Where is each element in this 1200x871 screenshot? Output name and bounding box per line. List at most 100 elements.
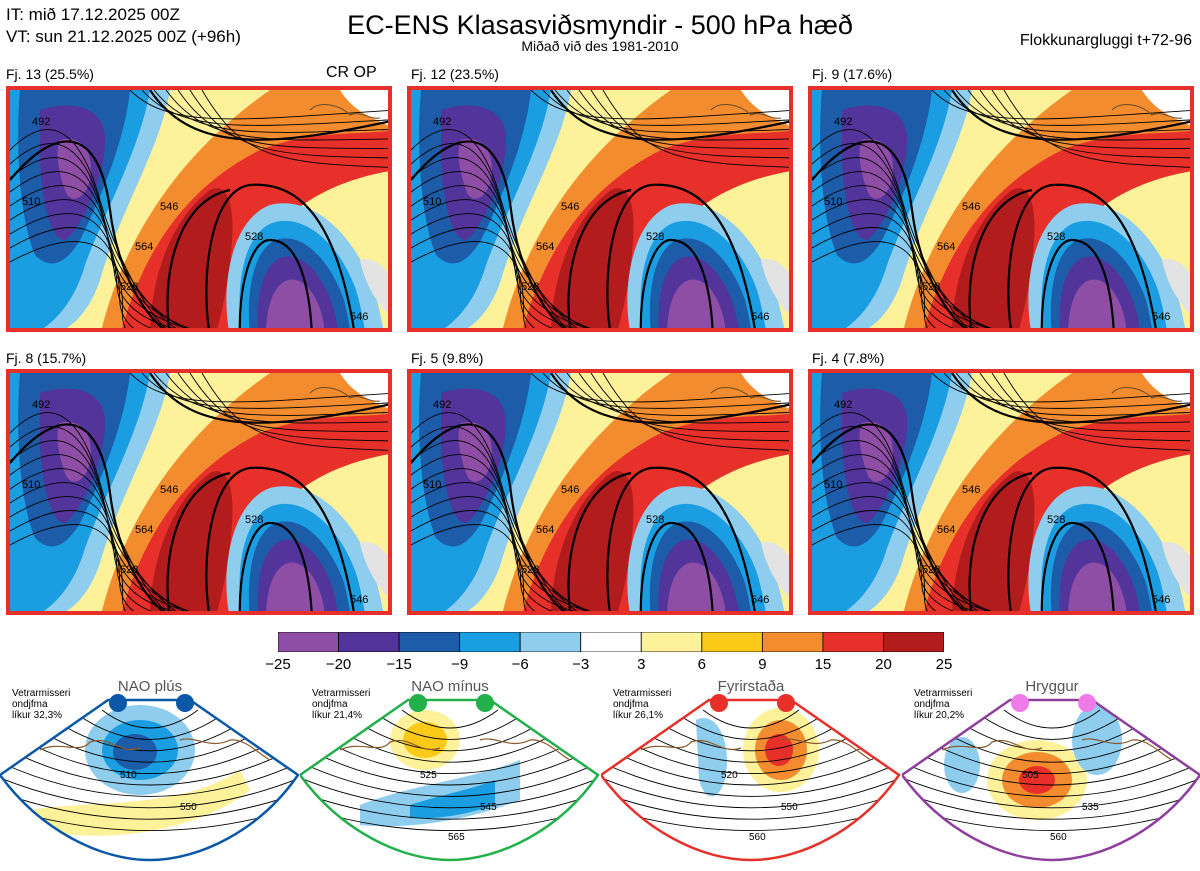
regime-dot bbox=[1078, 694, 1096, 712]
regime-contour bbox=[0, 745, 298, 797]
coastline bbox=[1111, 104, 1183, 119]
regime-contour-label: 525 bbox=[420, 770, 437, 781]
cr-op-label: CR OP bbox=[326, 64, 377, 81]
contour-label: 546 bbox=[561, 484, 579, 496]
regime-season: Vetrarmisseri bbox=[914, 688, 973, 699]
coastline bbox=[710, 387, 782, 402]
regime-contour bbox=[379, 715, 521, 740]
anomaly-field bbox=[10, 373, 388, 611]
colorbar-tick: −6 bbox=[511, 656, 529, 673]
regime-map: 510 550 bbox=[0, 694, 300, 862]
colorbar-tick: 9 bbox=[758, 656, 767, 673]
contour-label: 510 bbox=[423, 479, 441, 491]
regime-contour bbox=[1003, 709, 1101, 729]
regime-border bbox=[902, 698, 1200, 862]
regime-type: ondjfma bbox=[312, 699, 348, 710]
contour-label: 546 bbox=[350, 594, 368, 606]
contour-label: 528 bbox=[521, 564, 539, 576]
regime-type: ondjfma bbox=[12, 699, 48, 710]
height-contours bbox=[411, 90, 789, 328]
regime-contour bbox=[101, 709, 199, 729]
height-contours bbox=[10, 373, 388, 611]
regime-contour-label: 565 bbox=[448, 832, 465, 843]
regime-prob: líkur 32,3% bbox=[12, 710, 63, 721]
contour-label: 528 bbox=[521, 281, 539, 293]
regime-contour bbox=[312, 733, 588, 775]
regime-dot bbox=[176, 694, 194, 712]
height-contours bbox=[812, 90, 1190, 328]
contour-label: 492 bbox=[834, 399, 852, 411]
contour-label: 546 bbox=[962, 484, 980, 496]
regime-contour bbox=[12, 733, 288, 775]
regime-contour bbox=[601, 757, 899, 820]
contour-label: 510 bbox=[22, 479, 40, 491]
colorbar-tick: 15 bbox=[814, 656, 832, 673]
regime-season: Vetrarmisseri bbox=[312, 688, 371, 699]
contour-label: 528 bbox=[646, 514, 664, 526]
colorbar-segment bbox=[640, 632, 703, 652]
coastline bbox=[39, 738, 271, 761]
regime-name: NAO plús bbox=[117, 678, 183, 695]
regime-map: 505 535 560 bbox=[902, 694, 1200, 862]
contour-label: 492 bbox=[433, 116, 451, 128]
regime-prob: líkur 21,4% bbox=[312, 710, 363, 721]
regime-contour bbox=[0, 739, 298, 786]
contour-label: 528 bbox=[646, 231, 664, 243]
regime-description: Vetrarmisseri ondjfma líkur 20,2% bbox=[914, 688, 972, 721]
panel-caption: Fj. 12 (23.5%) bbox=[411, 66, 499, 82]
colorbar-tick: −15 bbox=[386, 656, 412, 673]
anomaly-field bbox=[812, 373, 1190, 611]
regime-contour bbox=[334, 727, 566, 763]
regime-season: Vetrarmisseri bbox=[613, 688, 672, 699]
contour-label: 492 bbox=[834, 116, 852, 128]
colorbar-tick: −9 bbox=[451, 656, 469, 673]
regime-contour-label: 505 bbox=[1022, 770, 1039, 781]
contour-label: 564 bbox=[937, 524, 955, 536]
colorbar-tick: −3 bbox=[572, 656, 590, 673]
regime-contour bbox=[680, 715, 822, 740]
regime-season: Vetrarmisseri bbox=[12, 688, 71, 699]
colorbar-segment bbox=[338, 632, 400, 652]
contour-label: 510 bbox=[423, 196, 441, 208]
regime-contour bbox=[56, 721, 244, 752]
contour-label: 510 bbox=[824, 479, 842, 491]
panel-caption: Fj. 9 (17.6%) bbox=[812, 66, 893, 82]
colorbar-segment bbox=[459, 632, 521, 652]
regime-map: 525 545 565 bbox=[300, 694, 600, 862]
regime-border bbox=[300, 698, 600, 862]
colorbar bbox=[278, 632, 944, 652]
regime-contour bbox=[34, 727, 266, 763]
regime-contour-label: 510 bbox=[120, 770, 137, 781]
page-subtitle: Miðað við des 1981-2010 bbox=[521, 38, 679, 54]
cluster-map: 492 510 528 546 564 528 546 bbox=[6, 369, 392, 615]
colorbar-segment bbox=[701, 632, 763, 652]
contour-label: 510 bbox=[824, 196, 842, 208]
colorbar-segment bbox=[580, 632, 642, 652]
colorbar-tick: −25 bbox=[265, 656, 291, 673]
coastline bbox=[309, 387, 381, 402]
contour-label: 546 bbox=[1152, 594, 1170, 606]
regime-contour bbox=[902, 763, 1200, 832]
regime-contour bbox=[79, 715, 221, 740]
regime-contour bbox=[300, 763, 598, 832]
contour-label: 546 bbox=[561, 201, 579, 213]
contour-label: 564 bbox=[937, 241, 955, 253]
regime-contour bbox=[902, 745, 1200, 797]
contour-label: 528 bbox=[245, 514, 263, 526]
contour-label: 546 bbox=[160, 201, 178, 213]
panel-caption: Fj. 8 (15.7%) bbox=[6, 350, 87, 366]
panel-caption: Fj. 4 (7.8%) bbox=[812, 350, 885, 366]
height-contours bbox=[10, 90, 388, 328]
regime-dot bbox=[409, 694, 427, 712]
contour-label: 510 bbox=[22, 196, 40, 208]
colorbar-segment bbox=[822, 632, 884, 652]
contour-label: 546 bbox=[751, 311, 769, 323]
regime-contour bbox=[601, 739, 899, 786]
classification-window: Flokkunargluggi t+72-96 bbox=[1019, 32, 1192, 49]
contour-label: 564 bbox=[135, 524, 153, 536]
regime-description: Vetrarmisseri ondjfma líkur 26,1% bbox=[613, 688, 671, 721]
regime-contour bbox=[914, 733, 1190, 775]
cluster-map: 492 510 528 546 564 528 546 bbox=[407, 86, 793, 332]
contour-label: 528 bbox=[922, 281, 940, 293]
cluster-map: 492 510 528 546 564 528 546 bbox=[6, 86, 392, 332]
